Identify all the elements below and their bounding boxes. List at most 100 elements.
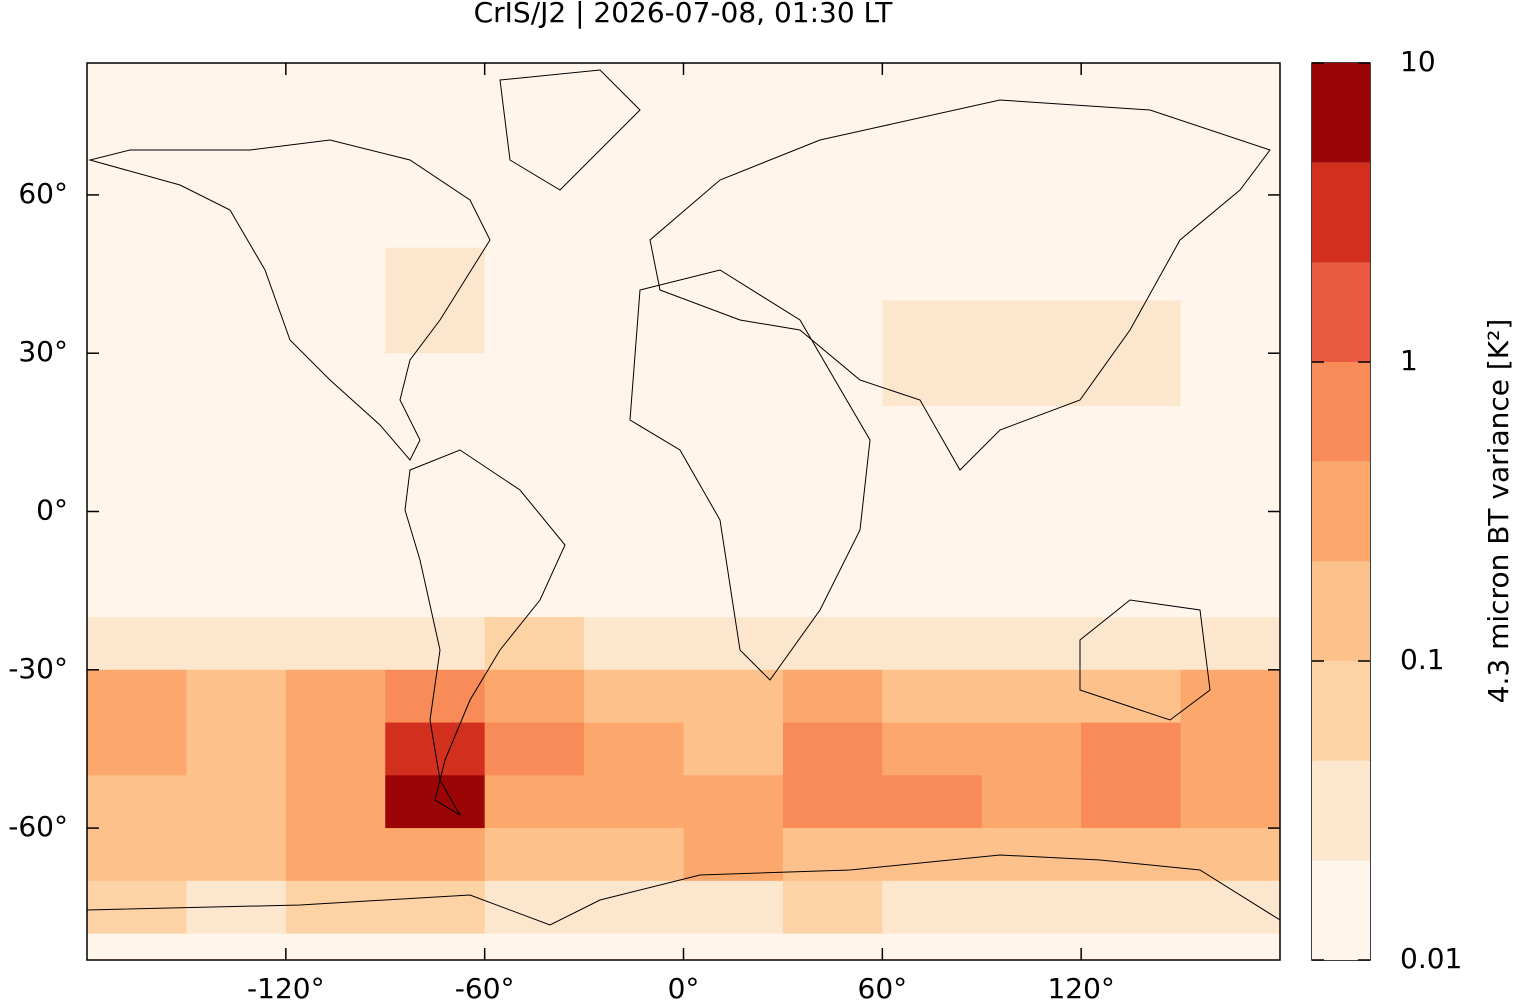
field-cell xyxy=(782,89,883,143)
field-cell xyxy=(981,933,1082,960)
field-cell xyxy=(782,933,883,960)
field-cell xyxy=(981,247,1082,301)
field-cell xyxy=(981,617,1082,671)
field-cell xyxy=(584,722,684,776)
x-tick-label: 60° xyxy=(858,972,908,1002)
field-cell xyxy=(285,142,386,196)
field-cell xyxy=(782,405,883,460)
field-cell xyxy=(285,511,386,565)
field-cell xyxy=(186,722,287,776)
field-cell xyxy=(385,669,486,724)
coastline xyxy=(87,854,1280,926)
field-cell xyxy=(683,142,784,196)
field-cell xyxy=(782,300,883,354)
field-cell xyxy=(285,89,386,143)
field-cell xyxy=(186,63,287,90)
field-cell xyxy=(1180,405,1280,460)
field-cell xyxy=(87,564,187,618)
field-cell xyxy=(1180,880,1280,935)
x-tick-label: 0° xyxy=(668,972,700,1002)
field-cell xyxy=(683,89,784,143)
field-cell xyxy=(882,722,983,776)
field-cell xyxy=(285,194,386,249)
field-cell xyxy=(87,511,187,565)
field-cell xyxy=(882,142,983,196)
x-tick-label: -120° xyxy=(247,972,325,1002)
field-cell xyxy=(87,300,187,354)
field-cell xyxy=(981,353,1082,407)
field-cell xyxy=(981,775,1082,829)
field-cell xyxy=(484,89,585,143)
field-cell xyxy=(1180,63,1280,90)
coastline xyxy=(629,269,871,681)
field-cell xyxy=(1081,63,1182,90)
field-cell xyxy=(683,63,784,90)
colorbar-band xyxy=(1312,860,1370,960)
field-cell xyxy=(186,89,287,143)
field-cell xyxy=(782,828,883,882)
field-cell xyxy=(1180,194,1280,249)
field-cell xyxy=(87,775,187,829)
field-cell xyxy=(484,511,585,565)
field-cell xyxy=(782,722,883,776)
field-cell xyxy=(285,247,386,301)
field-cell xyxy=(782,669,883,724)
field-cell xyxy=(385,142,486,196)
field-cell xyxy=(385,564,486,618)
field-cell xyxy=(882,511,983,565)
field-cell xyxy=(484,880,585,935)
field-cell xyxy=(87,933,187,960)
field-cell xyxy=(584,775,684,829)
field-cell xyxy=(285,775,386,829)
field-cell xyxy=(285,458,386,512)
field-cell xyxy=(1081,405,1182,460)
field-cell xyxy=(385,405,486,460)
field-cell xyxy=(584,880,684,935)
field-cell xyxy=(285,300,386,354)
field-cell xyxy=(285,353,386,407)
field-cell xyxy=(285,617,386,671)
y-tick-label: 0° xyxy=(36,494,68,527)
field-cell xyxy=(385,511,486,565)
field-cell xyxy=(584,63,684,90)
field-cell xyxy=(1180,775,1280,829)
field-cell xyxy=(186,353,287,407)
field-cell xyxy=(981,880,1082,935)
colorbar-band xyxy=(1312,63,1370,163)
field-cell xyxy=(683,669,784,724)
field-cell xyxy=(882,458,983,512)
field-cell xyxy=(186,669,287,724)
coastline xyxy=(649,99,1271,471)
field-cell xyxy=(87,353,187,407)
colorbar-band xyxy=(1312,661,1370,761)
field-cell xyxy=(782,564,883,618)
field-cell xyxy=(186,775,287,829)
field-cell xyxy=(385,617,486,671)
field-cell xyxy=(1081,828,1182,882)
field-cell xyxy=(981,669,1082,724)
colorbar-label: 4.3 micron BT variance [K²] xyxy=(1482,319,1515,704)
colorbar-band xyxy=(1312,262,1370,362)
field-cell xyxy=(385,194,486,249)
field-cell xyxy=(1081,89,1182,143)
coastline xyxy=(499,69,641,191)
field-cell xyxy=(87,828,187,882)
field-cell xyxy=(782,511,883,565)
field-cell xyxy=(584,194,684,249)
field-cell xyxy=(981,405,1082,460)
field-cell xyxy=(981,63,1082,90)
field-cell xyxy=(782,617,883,671)
field-cell xyxy=(882,880,983,935)
field-cell xyxy=(1081,617,1182,671)
field-cell xyxy=(782,63,883,90)
field-cell xyxy=(1180,722,1280,776)
field-cell xyxy=(981,511,1082,565)
field-cell xyxy=(484,300,585,354)
field-cell xyxy=(584,511,684,565)
field-cell xyxy=(981,194,1082,249)
field-cell xyxy=(87,880,187,935)
field-cell xyxy=(87,247,187,301)
field-cell xyxy=(683,617,784,671)
field-cell xyxy=(1081,511,1182,565)
field-cell xyxy=(584,828,684,882)
